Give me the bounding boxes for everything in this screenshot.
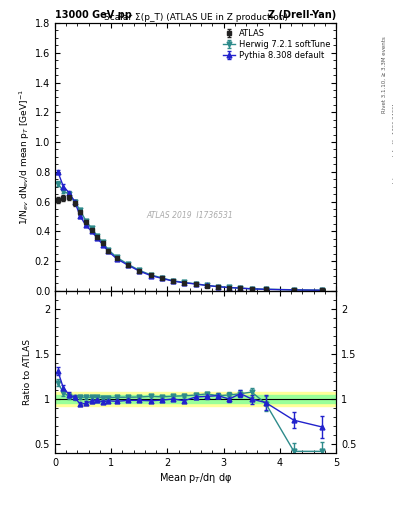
Bar bbox=[55, 395, 336, 402]
Text: Z (Drell-Yan): Z (Drell-Yan) bbox=[268, 10, 336, 20]
X-axis label: Mean p$_T$/dη dφ: Mean p$_T$/dη dφ bbox=[159, 471, 232, 485]
Title: Scalar Σ(p_T) (ATLAS UE in Z production): Scalar Σ(p_T) (ATLAS UE in Z production) bbox=[103, 13, 288, 22]
Text: Rivet 3.1.10, ≥ 3.3M events: Rivet 3.1.10, ≥ 3.3M events bbox=[381, 36, 386, 113]
Y-axis label: 1/N$_{ev}$ dN$_{ev}$/d mean p$_T$ [GeV]$^{-1}$: 1/N$_{ev}$ dN$_{ev}$/d mean p$_T$ [GeV]$… bbox=[18, 89, 32, 225]
Y-axis label: Ratio to ATLAS: Ratio to ATLAS bbox=[23, 339, 32, 405]
Text: ATLAS 2019  I1736531: ATLAS 2019 I1736531 bbox=[147, 211, 233, 220]
Legend: ATLAS, Herwig 7.2.1 softTune, Pythia 8.308 default: ATLAS, Herwig 7.2.1 softTune, Pythia 8.3… bbox=[221, 27, 332, 62]
Bar bbox=[55, 392, 336, 406]
Text: 13000 GeV pp: 13000 GeV pp bbox=[55, 10, 132, 20]
